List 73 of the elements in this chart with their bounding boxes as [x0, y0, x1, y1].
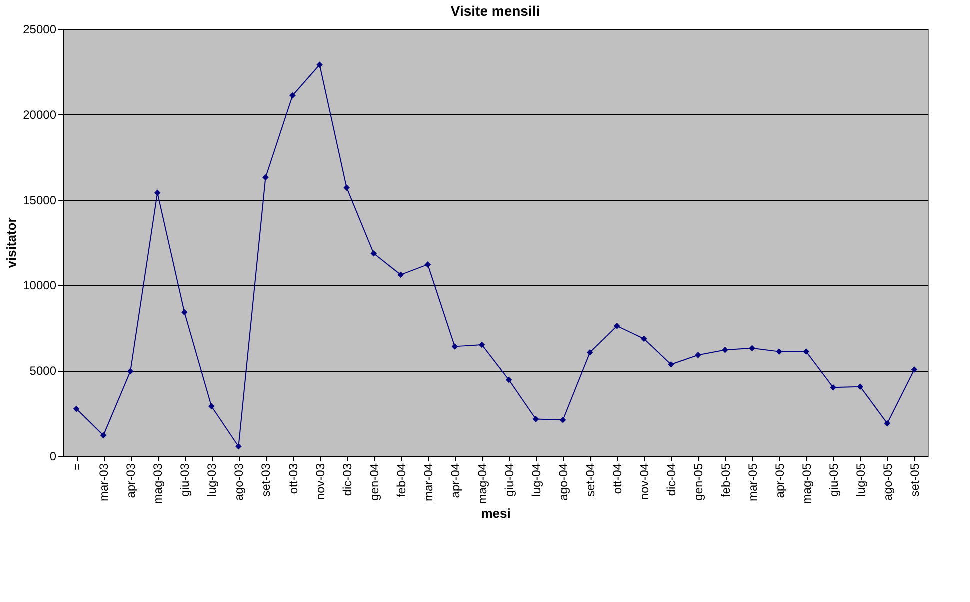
point [262, 174, 269, 181]
point [560, 416, 566, 424]
x-tick-label: apr-03 [124, 463, 138, 498]
x-axis-title: mesi [481, 506, 511, 522]
point [73, 406, 80, 412]
x-tick-label: apr-05 [772, 463, 787, 498]
x-tick-label: giu-04 [502, 463, 517, 497]
y-tick-label: 5000 [30, 364, 57, 378]
point [478, 342, 486, 348]
x-tick-label: mar-04 [421, 463, 436, 502]
x-tick-label: lug-04 [530, 463, 544, 497]
point [208, 403, 215, 410]
point [614, 323, 620, 330]
point [290, 92, 296, 99]
x-tick-label: ago-05 [880, 463, 895, 501]
point [127, 368, 134, 375]
x-tick-label: mar-05 [746, 463, 760, 502]
point [803, 348, 810, 355]
x-tick-label: dic-04 [664, 463, 679, 496]
x-tick-label: ott-04 [610, 463, 625, 494]
point [830, 384, 837, 391]
y-tick-label: 20000 [23, 108, 57, 122]
point [181, 309, 188, 316]
x-tick-label: giu-03 [178, 463, 192, 497]
x-tick-label: giu-05 [826, 463, 841, 497]
point [424, 262, 432, 268]
y-tick-label: 25000 [23, 22, 57, 36]
y-tick-label: 15000 [23, 193, 57, 208]
x-tick-label: nov-03 [313, 463, 328, 500]
x-tick-label: ago-04 [556, 463, 571, 501]
chart-title: Visite mensili [450, 3, 540, 19]
x-tick-label: dic-03 [340, 463, 354, 496]
x-tick-label: set-05 [908, 463, 922, 497]
point [154, 190, 161, 196]
x-tick-label: nov-04 [638, 463, 652, 500]
x-tick-label: mag-05 [800, 463, 814, 504]
point [641, 336, 648, 342]
x-tick-label: = [70, 464, 84, 471]
point [398, 272, 404, 278]
point [344, 184, 350, 192]
x-tick-label: gen-04 [367, 463, 382, 501]
point [586, 350, 594, 356]
x-tick-label: feb-05 [718, 463, 733, 498]
x-tick-label: mag-04 [475, 463, 490, 504]
point [316, 62, 323, 68]
point [884, 420, 891, 427]
x-tick-label: mag-03 [151, 463, 166, 504]
point [722, 346, 728, 354]
point [236, 443, 242, 450]
x-tick-label: set-04 [584, 463, 598, 497]
point [749, 345, 756, 352]
x-tick-label: lug-03 [205, 463, 220, 497]
point [776, 348, 782, 355]
y-axis-title: visitator [4, 218, 20, 268]
point [532, 416, 540, 422]
x-tick-label: ott-03 [286, 463, 300, 494]
x-tick-label: apr-04 [448, 463, 462, 498]
x-tick-label: mar-03 [97, 463, 112, 502]
point [370, 250, 378, 257]
point [452, 344, 458, 350]
point [857, 384, 864, 390]
y-tick-label: 10000 [23, 278, 57, 293]
point [100, 432, 107, 439]
x-tick-label: ago-03 [232, 463, 246, 501]
point [506, 376, 512, 384]
x-tick-label: gen-05 [692, 463, 706, 501]
point [695, 352, 702, 358]
point [668, 361, 674, 368]
x-tick-label: set-03 [259, 463, 274, 497]
x-tick-label: feb-04 [394, 463, 408, 498]
x-tick-label: lug-05 [854, 463, 868, 497]
y-tick-label: 0 [50, 450, 57, 464]
point [911, 366, 918, 373]
